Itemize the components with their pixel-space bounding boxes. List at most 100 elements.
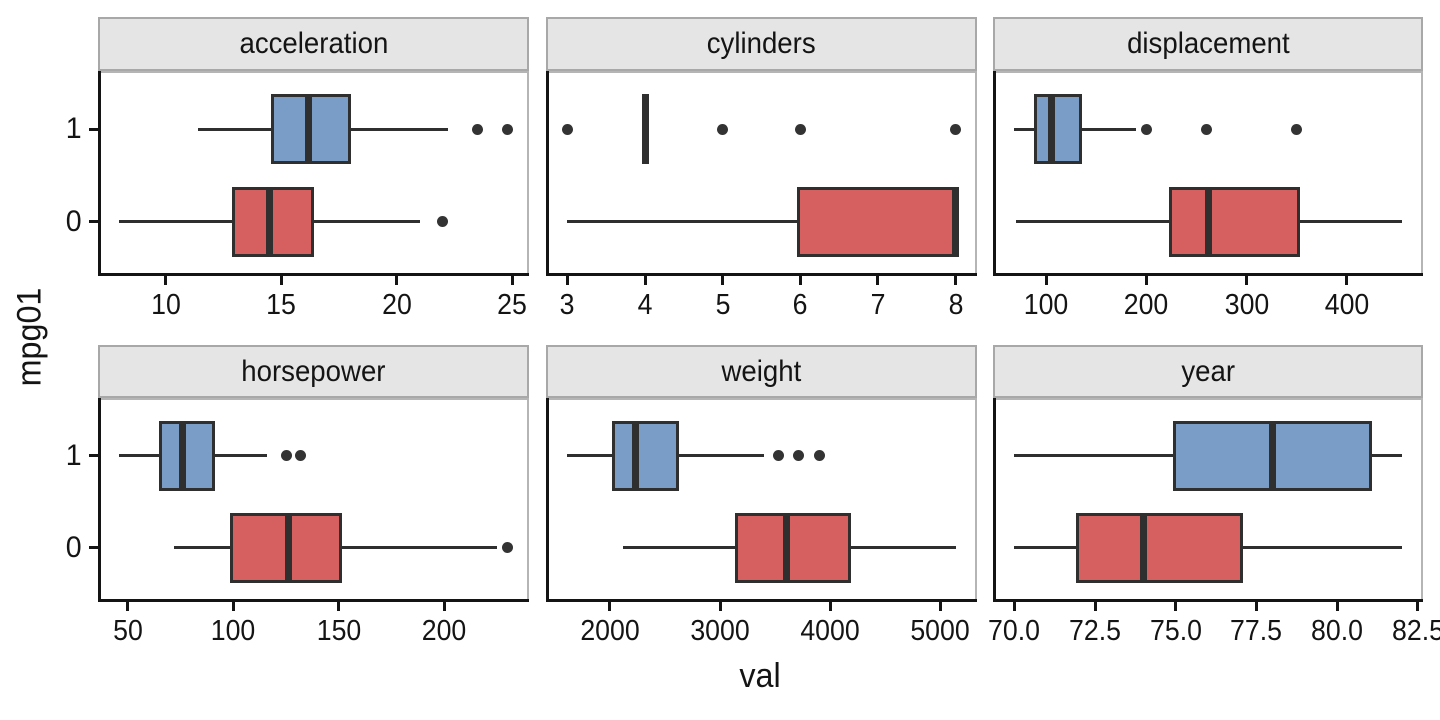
facet-strip-weight: weight — [546, 345, 977, 398]
median-line — [631, 420, 639, 491]
x-tick-label: 200 — [422, 615, 467, 647]
facet-strip-year: year — [993, 345, 1423, 398]
x-tick — [643, 276, 647, 285]
x-tick — [1144, 276, 1148, 285]
x-tick — [828, 602, 832, 611]
x-axis-title: val — [739, 657, 781, 695]
x-tick — [1335, 602, 1339, 611]
y-axis-title: mpg01 — [10, 287, 49, 387]
x-tick — [164, 276, 168, 285]
x-tick — [279, 276, 283, 285]
median-line — [305, 94, 313, 165]
x-tick — [876, 276, 880, 285]
x-tick-label: 100 — [211, 615, 256, 647]
x-tick-label: 200 — [1124, 289, 1169, 321]
x-axis-line — [993, 599, 1423, 602]
outlier-dot — [502, 542, 514, 554]
x-tick-label: 4000 — [800, 615, 860, 647]
x-tick — [1254, 602, 1258, 611]
facet-strip-label: weight — [721, 354, 802, 388]
median-line — [179, 420, 187, 491]
x-tick-label: 5 — [715, 289, 731, 321]
x-tick — [938, 602, 942, 611]
x-tick-label: 300 — [1224, 289, 1269, 321]
median-line — [641, 94, 649, 165]
x-tick — [718, 602, 722, 611]
box-mpg01-1 — [611, 420, 680, 491]
outlier-dot — [717, 123, 729, 135]
x-axis-line — [993, 273, 1423, 276]
x-tick — [337, 602, 341, 611]
y-tick-label-0: 0 — [65, 530, 82, 564]
x-tick — [1174, 602, 1178, 611]
x-tick-label: 8 — [948, 289, 964, 321]
facet-strip-label: horsepower — [241, 354, 386, 388]
x-tick-label: 50 — [113, 615, 143, 647]
x-tick-label: 10 — [150, 289, 181, 321]
outlier-dot — [561, 123, 573, 135]
whisker-line — [567, 220, 956, 224]
median-line — [1139, 512, 1147, 583]
x-tick-label: 72.5 — [1069, 615, 1121, 647]
x-tick-label: 80.0 — [1311, 615, 1364, 647]
x-tick-label: 7 — [870, 289, 886, 321]
facet-strip-label: year — [1181, 354, 1235, 388]
x-tick-label: 15 — [266, 289, 296, 321]
outlier-dot — [280, 450, 292, 462]
x-axis-line — [546, 599, 977, 602]
x-tick-label: 20 — [381, 289, 412, 321]
x-tick-label: 70.0 — [988, 615, 1041, 647]
facet-strip-horsepower: horsepower — [98, 345, 529, 398]
median-line — [284, 512, 292, 583]
y-tick-label-1: 1 — [65, 112, 82, 146]
x-tick — [721, 276, 725, 285]
y-tick — [89, 454, 99, 458]
x-tick — [954, 276, 958, 285]
x-tick-label: 75.0 — [1149, 615, 1202, 647]
median-line — [1047, 94, 1055, 165]
median-line — [1205, 186, 1212, 257]
box-mpg01-0 — [1169, 186, 1300, 257]
facet-strip-acceleration: acceleration — [98, 17, 529, 71]
y-axis-line — [546, 71, 549, 276]
x-tick — [1345, 276, 1349, 285]
x-tick — [1245, 276, 1249, 285]
x-tick — [395, 276, 399, 285]
outlier-dot — [1200, 123, 1212, 135]
median-line — [782, 512, 790, 583]
box-mpg01-1 — [158, 420, 216, 491]
outlier-dot — [437, 216, 449, 228]
facet-strip-cylinders: cylinders — [546, 17, 977, 71]
y-tick-label-0: 0 — [65, 204, 82, 238]
outlier-dot — [793, 450, 805, 462]
y-tick — [89, 546, 99, 550]
box-mpg01-1 — [1034, 94, 1083, 165]
y-axis-line — [98, 71, 101, 276]
median-line — [266, 186, 274, 257]
facet-strip-label: displacement — [1126, 27, 1290, 60]
median-line — [952, 186, 960, 257]
x-tick-label: 400 — [1324, 289, 1369, 321]
x-tick — [608, 602, 612, 611]
x-tick-label: 2000 — [580, 615, 640, 647]
x-tick — [442, 602, 446, 611]
outlier-dot — [794, 123, 806, 135]
x-tick — [231, 602, 235, 611]
x-tick — [565, 276, 569, 285]
x-tick-label: 4 — [637, 289, 653, 321]
outlier-dot — [813, 450, 825, 462]
x-tick — [1012, 602, 1016, 611]
outlier-dot — [295, 450, 307, 462]
x-tick — [510, 276, 514, 285]
x-tick — [1093, 602, 1097, 611]
x-axis-line — [546, 273, 977, 276]
x-tick-label: 3 — [559, 289, 575, 321]
box-mpg01-0 — [797, 186, 959, 257]
facet-strip-displacement: displacement — [993, 17, 1423, 71]
x-tick-label: 100 — [1024, 289, 1069, 321]
outlier-dot — [1140, 123, 1152, 135]
y-axis-line — [993, 71, 996, 276]
x-tick — [126, 602, 130, 611]
x-tick-label: 82.5 — [1391, 615, 1440, 647]
